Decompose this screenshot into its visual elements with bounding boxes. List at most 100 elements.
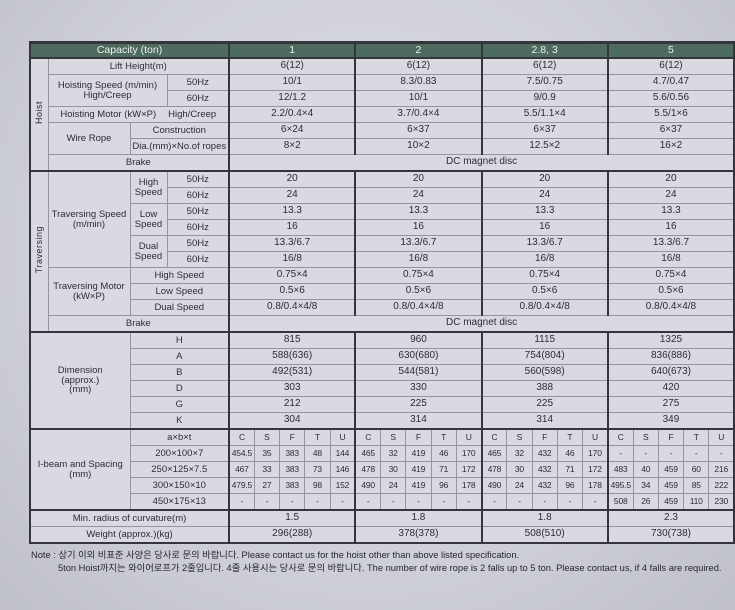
ibeam-value: 508 [606,493,634,511]
ibeam-value: 32 [380,445,407,462]
value-cell: 0.5×6 [606,283,735,300]
weight-label: Weight (approx.)(kg) [29,526,230,544]
col-header-t: T [304,428,331,446]
hoisting-speed-label: Hoisting Speed (m/min) High/Creep [47,74,168,107]
value-cell: 730(738) [606,526,735,544]
hoisting-motor-row: Hoisting Motor (kW×P) High/Creep 2.2/0.4×… [30,106,735,123]
value-cell: 16 [480,219,609,236]
value-cell: 12.5×2 [480,138,609,155]
value-cell: 6(12) [228,57,356,75]
value-cell: 16 [228,219,356,236]
ibeam-value: 479.5 [228,477,255,494]
capacity-col-5: 5 [606,42,735,59]
value-cell: 24 [606,187,735,204]
weight-row: Weight (approx.)(kg) 296(288) 378(378) 5… [29,526,735,544]
dim-name: D [129,380,230,397]
value-cell: 6×37 [354,122,483,139]
traversing-brake-value: DC magnet disc [228,315,735,333]
value-cell: 1.5 [228,509,356,527]
ibeam-value: - [329,493,356,511]
footnote-line-1: Note : 상기 이외 비표준 사양은 당사로 문의 바랍니다. Please… [31,550,520,560]
ibeam-value: 170 [455,445,483,462]
ibeam-size-header: a×b×t [129,428,230,446]
value-cell: 508(510) [480,526,609,544]
freq-label: 60Hz [166,251,230,268]
ibeam-value: 30 [380,461,407,478]
trav-motor-high-row: Traversing Motor (kW×P) High Speed 0.75×… [30,267,735,316]
value-cell: 13.3/6.7 [606,235,735,252]
min-radius-row: Min. radius of curvature(m) 1.5 1.8 1.8 … [29,509,735,527]
col-header-u: U [582,428,609,446]
value-cell: 9/0.9 [480,90,609,107]
value-cell: 6×24 [228,122,356,139]
value-cell: 1325 [606,331,735,349]
dim-name: K [129,412,230,430]
ibeam-value: 46 [430,445,457,462]
ibeam-value: 48 [304,445,331,462]
value-cell: 0.75×4 [354,267,483,284]
ibeam-value: 490 [354,477,382,494]
wire-rope-dia-row: Dia.(mm)×No.of ropes 8×2 10×2 12.5×2 16×… [30,138,735,155]
high-speed-label: High Speed [129,170,168,204]
ibeam-value: 73 [304,461,331,478]
col-header-t: T [683,428,710,446]
value-cell: 378(378) [354,526,483,544]
freq-label: 50Hz [166,170,230,188]
ibeam-row-200: 200×100×7 454.5 35 383 48 144 465 32 419 46 170 … [30,445,735,462]
ibeam-value: 32 [506,445,533,462]
hoisting-motor-label-text: Hoisting Motor (kW×P) [60,108,157,120]
dim-name: B [129,364,230,381]
value-cell: 275 [606,396,735,413]
value-cell: 6(12) [480,57,609,75]
value-cell: 0.8/0.4×4/8 [606,299,735,316]
ibeam-value: 30 [506,461,533,478]
col-header-c: C [354,428,382,446]
ibeam-value: - [683,445,710,462]
freq-label: 60Hz [166,90,230,107]
ibeam-value: 216 [708,461,735,478]
value-cell: 5.5/1×6 [606,106,735,123]
hoist-brake-row: Brake DC magnet disc [30,154,735,172]
ibeam-value: 478 [354,461,382,478]
col-header-t: T [556,428,584,446]
low-speed-label: Low Speed [129,203,168,236]
ibeam-value: - [556,493,584,511]
min-radius-label: Min. radius of curvature(m) [29,509,230,527]
value-cell: 0.5×6 [228,283,356,300]
trav-dual-50hz-row: Dual Speed 50Hz 13.3/6.7 13.3/6.7 13.3/6… [30,235,735,268]
ibeam-size: 200×100×7 [129,445,230,462]
value-cell: 13.3/6.7 [354,235,483,252]
value-cell: 588(636) [228,348,356,365]
value-cell: 16×2 [606,138,735,155]
ibeam-value: - [632,445,659,462]
motor-dual-speed-label: Dual Speed [129,299,230,316]
ibeam-value: 35 [253,445,281,462]
value-cell: 0.8/0.4×4/8 [354,299,483,316]
col-header-s: S [253,428,281,446]
ibeam-size: 250×125×7.5 [129,461,230,478]
col-header-f: F [279,428,306,446]
dimension-label: Dimension (approx.) (mm) [29,331,131,430]
trav-low-50hz-row: Low Speed 50Hz 13.3 13.3 13.3 13.3 [30,203,735,236]
hoist-brake-label: Brake [47,154,230,172]
ibeam-value: 419 [405,477,432,494]
ibeam-value: - [304,493,331,511]
value-cell: 16/8 [606,251,735,268]
freq-label: 50Hz [166,235,230,252]
ibeam-value: 60 [683,461,710,478]
ibeam-value: 96 [430,477,457,494]
value-cell: 815 [228,331,356,349]
ibeam-value: 170 [582,445,609,462]
traversing-speed-label: Traversing Speed (m/min) [47,170,131,268]
dimension-g-row: G 212 225 225 275 [30,396,735,413]
trav-motor-low-row: Low Speed 0.5×6 0.5×6 0.5×6 0.5×6 [30,283,735,300]
hoist-section-label: Hoist [29,57,49,172]
col-header-f: F [405,428,432,446]
value-cell: 225 [354,396,483,413]
value-cell: 304 [228,412,356,430]
hoisting-motor-label: Hoisting Motor (kW×P) High/Creep [47,106,230,123]
ibeam-value: 24 [506,477,533,494]
col-header-u: U [455,428,483,446]
value-cell: 10×2 [354,138,483,155]
value-cell: 24 [228,187,356,204]
